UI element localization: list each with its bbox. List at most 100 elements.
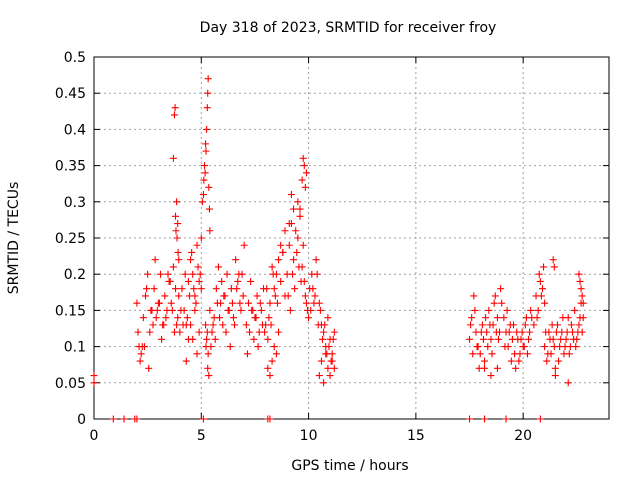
data-point — [196, 270, 204, 278]
data-point — [479, 335, 487, 343]
data-point — [211, 335, 219, 343]
data-point — [551, 364, 559, 372]
data-point — [488, 350, 496, 358]
data-point — [143, 285, 151, 293]
data-points — [90, 75, 587, 423]
y-tick-label: 0.45 — [55, 86, 86, 102]
data-point — [169, 263, 177, 271]
x-axis-label: GPS time / hours — [291, 458, 408, 474]
data-point — [266, 415, 274, 423]
data-point — [139, 314, 147, 322]
y-tick-label: 0.2 — [64, 267, 86, 283]
data-point — [541, 299, 549, 307]
data-point — [537, 292, 545, 300]
data-point — [481, 415, 489, 423]
data-point — [268, 357, 276, 365]
data-point — [523, 350, 531, 358]
data-point — [201, 169, 209, 177]
data-point — [206, 227, 214, 235]
data-point — [216, 314, 224, 322]
data-point — [312, 256, 320, 264]
data-point — [236, 299, 244, 307]
data-point — [297, 277, 305, 285]
x-tick-label: 10 — [300, 428, 318, 444]
data-point — [169, 154, 177, 162]
data-point — [250, 335, 258, 343]
data-point — [473, 343, 481, 351]
data-point — [172, 285, 180, 293]
data-point — [328, 357, 336, 365]
data-point — [510, 321, 518, 329]
data-point — [245, 299, 252, 307]
y-tick-label: 0.35 — [55, 159, 86, 175]
data-point — [534, 306, 542, 314]
data-point — [520, 343, 528, 351]
data-point — [188, 248, 196, 256]
data-point — [557, 335, 565, 343]
data-point — [478, 321, 486, 329]
data-point — [487, 372, 495, 380]
data-point — [491, 292, 499, 300]
data-point — [205, 372, 213, 380]
data-point — [481, 364, 489, 372]
data-point — [202, 147, 210, 155]
data-point — [536, 277, 544, 285]
data-point — [266, 372, 274, 380]
data-point — [484, 343, 492, 351]
data-point — [305, 314, 313, 322]
data-point — [231, 321, 239, 329]
data-point — [120, 415, 128, 423]
data-point — [254, 343, 262, 351]
data-point — [533, 314, 541, 322]
data-point — [486, 321, 494, 329]
data-point — [302, 299, 310, 307]
data-point — [575, 321, 583, 329]
data-point — [172, 227, 180, 235]
data-point — [162, 314, 170, 322]
data-point — [299, 154, 307, 162]
data-point — [137, 350, 145, 358]
data-point — [320, 379, 328, 387]
data-point — [281, 227, 289, 235]
data-point — [492, 328, 500, 336]
data-point — [550, 343, 558, 351]
data-point — [294, 234, 302, 242]
data-point — [469, 350, 477, 358]
data-point — [521, 321, 529, 329]
data-point — [185, 292, 193, 300]
data-point — [205, 205, 213, 213]
data-point — [189, 270, 197, 278]
data-point — [316, 306, 324, 314]
data-point — [503, 306, 511, 314]
data-point — [468, 314, 476, 322]
data-point — [264, 364, 272, 372]
data-point — [200, 176, 208, 184]
data-point — [182, 357, 190, 365]
data-point — [308, 270, 316, 278]
data-point — [171, 104, 179, 112]
data-point — [550, 263, 558, 271]
data-point — [294, 198, 302, 206]
data-point — [476, 350, 484, 358]
data-point — [109, 415, 117, 423]
data-point — [168, 306, 176, 314]
data-point — [223, 270, 231, 278]
data-point — [525, 335, 533, 343]
data-point — [325, 343, 333, 351]
data-point — [138, 343, 146, 351]
data-point — [151, 256, 159, 264]
data-point — [201, 162, 209, 170]
chart-title: Day 318 of 2023, SRMTID for receiver fro… — [200, 20, 497, 36]
data-point — [174, 248, 182, 256]
data-point — [555, 357, 563, 365]
data-point — [149, 321, 157, 329]
y-tick-label: 0.15 — [55, 303, 86, 319]
data-point — [153, 306, 161, 314]
data-point — [267, 321, 275, 329]
data-point — [471, 306, 479, 314]
data-point — [173, 321, 181, 329]
data-point — [576, 277, 584, 285]
data-point — [285, 241, 293, 249]
data-point — [578, 328, 586, 336]
y-tick-label: 0.05 — [55, 376, 86, 392]
